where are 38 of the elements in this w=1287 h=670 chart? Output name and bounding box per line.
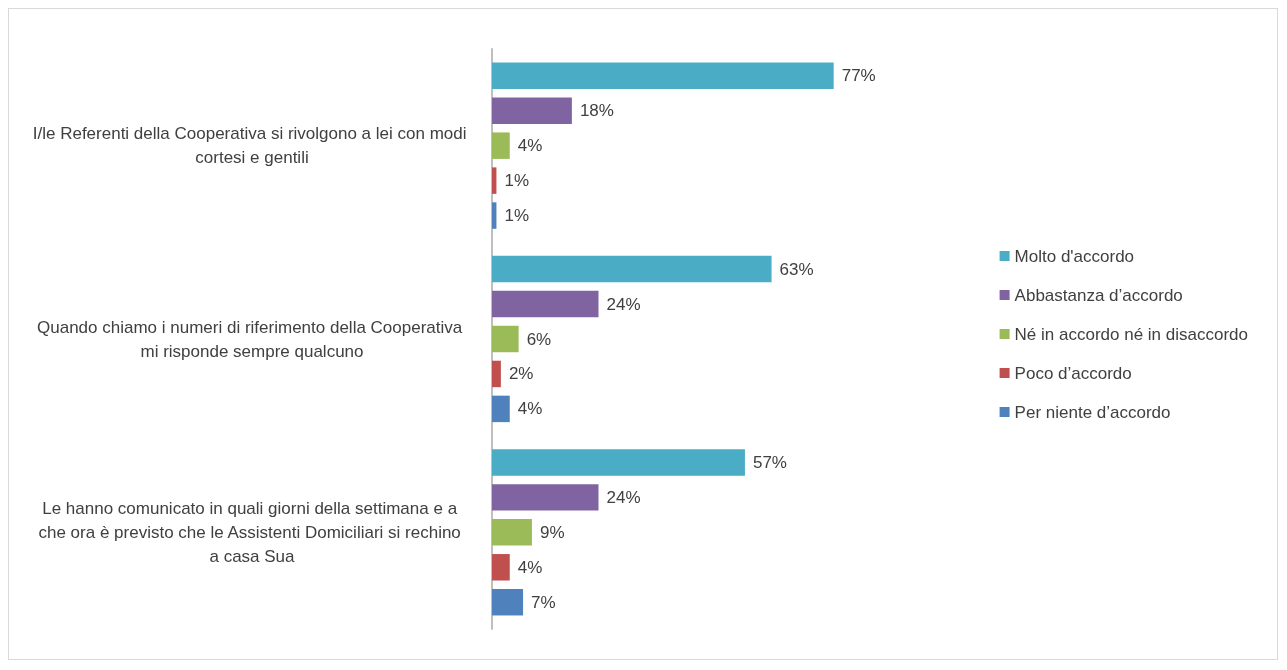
bar: [492, 360, 501, 388]
bar: [492, 325, 519, 353]
bar: [492, 202, 497, 229]
bar: [492, 132, 510, 159]
legend-label: Molto d'accordo: [1014, 246, 1135, 266]
y-tick-label: Le hanno comunicato in quali giorni della settimana e a che ora è previsto che le Assistenti Domiciliari si rechino a casa Sua: [38, 498, 466, 566]
data-label: 24%: [606, 294, 641, 314]
bar: [492, 290, 599, 318]
data-label: 57%: [752, 452, 787, 472]
legend-label: Per niente d’accordo: [1014, 402, 1171, 422]
bar: [492, 588, 524, 616]
bar: [492, 484, 599, 511]
legend-label: Abbastanza d’accordo: [1014, 285, 1183, 305]
bar: [492, 395, 510, 423]
data-label: 2%: [508, 364, 534, 384]
data-label: 4%: [517, 136, 543, 156]
y-tick-label: I/le Referenti della Cooperativa si rivolgono a lei con modi cortesi e gentili: [32, 124, 472, 168]
data-label: 77%: [841, 66, 876, 86]
bar: [492, 519, 532, 546]
bar: [492, 554, 510, 581]
data-label: 4%: [517, 557, 543, 577]
data-label: 1%: [504, 206, 530, 226]
bar: [492, 97, 572, 124]
legend-label: Né in accordo né in disaccordo: [1014, 324, 1249, 344]
y-tick-label: Quando chiamo i numeri di riferimento della Cooperativa mi risponde sempre qualcuno: [37, 317, 467, 361]
data-label: 24%: [606, 487, 641, 507]
data-label: 4%: [517, 399, 543, 419]
data-label: 7%: [531, 592, 556, 612]
bar: [492, 62, 834, 90]
data-label: 63%: [779, 259, 814, 279]
data-label: 9%: [539, 522, 565, 542]
bar: [492, 167, 497, 194]
data-label: 18%: [579, 101, 614, 121]
legend-label: Poco d’accordo: [1014, 363, 1132, 383]
bar: [492, 255, 772, 283]
data-label: 1%: [504, 171, 530, 191]
data-label: 6%: [526, 329, 552, 349]
bar: [492, 449, 745, 476]
